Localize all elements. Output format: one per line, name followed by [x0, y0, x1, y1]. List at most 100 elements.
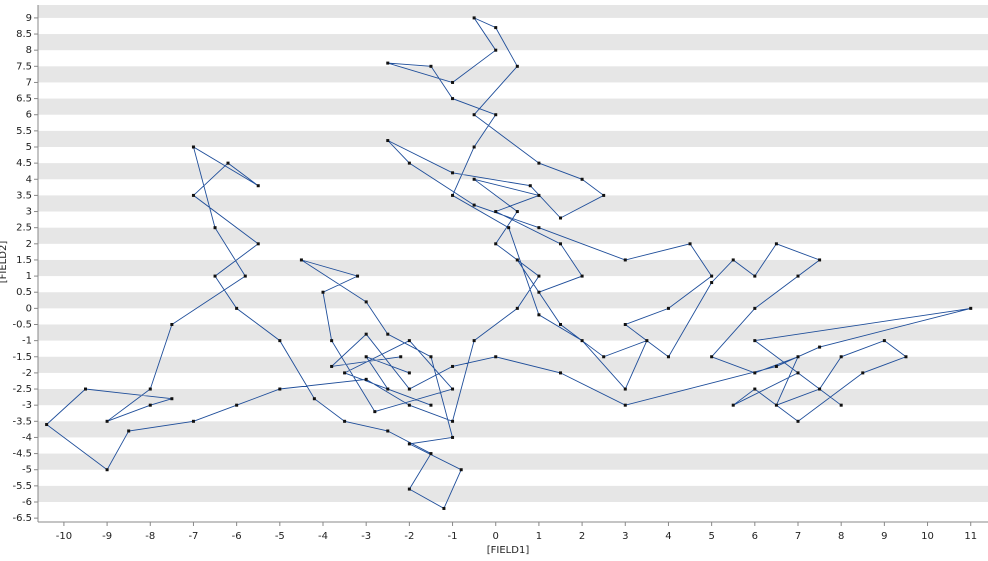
y-tick-label: -2: [22, 368, 32, 379]
data-point: [105, 419, 109, 423]
data-point: [580, 274, 584, 278]
data-point: [559, 242, 562, 246]
data-point: [399, 355, 403, 359]
data-point: [191, 145, 195, 149]
x-tick-label: 1: [536, 531, 542, 542]
y-tick-label: 7: [26, 77, 32, 88]
y-tick-label: 0: [26, 303, 32, 314]
data-point: [84, 387, 87, 391]
grid-band: [38, 34, 988, 51]
data-point: [796, 274, 800, 278]
grid-band: [38, 163, 988, 180]
data-point: [494, 26, 498, 30]
grid-band: [38, 259, 988, 277]
data-point: [235, 306, 239, 310]
data-point: [839, 355, 843, 359]
y-tick-label: 4: [26, 174, 32, 185]
y-tick-label: 2: [26, 239, 32, 250]
data-point: [442, 506, 446, 510]
data-point: [407, 387, 411, 391]
y-tick-label: 5.5: [16, 126, 32, 137]
x-tick-label: -8: [145, 531, 155, 542]
y-tick-label: -2.5: [12, 384, 32, 395]
data-point: [429, 64, 433, 68]
x-tick-label: 6: [752, 531, 758, 542]
data-point: [537, 193, 541, 197]
data-point: [364, 332, 368, 336]
y-axis-label: [FIELD2]: [0, 241, 9, 284]
data-point: [537, 161, 541, 165]
y-tick-label: -4.5: [12, 449, 32, 460]
data-point: [278, 339, 282, 343]
data-point: [256, 184, 260, 188]
data-point: [407, 442, 411, 446]
data-point: [330, 364, 334, 368]
data-point: [796, 371, 800, 375]
data-point: [407, 371, 411, 375]
data-point: [148, 403, 152, 407]
grid-band: [38, 66, 988, 83]
y-tick-label: 6: [26, 110, 32, 121]
data-point: [429, 452, 433, 456]
data-point: [494, 355, 498, 359]
x-tick-label: -6: [232, 531, 242, 542]
data-point: [226, 161, 230, 165]
data-point: [623, 387, 627, 391]
x-tick-label: 5: [708, 531, 714, 542]
x-tick-label: -2: [404, 531, 414, 542]
data-point: [213, 226, 217, 230]
data-point: [774, 403, 778, 407]
data-point: [343, 371, 347, 375]
data-point: [507, 226, 511, 230]
data-point: [451, 364, 455, 368]
y-tick-label: 7.5: [16, 61, 32, 72]
y-tick-label: 5: [26, 142, 32, 153]
data-point: [580, 177, 584, 181]
grid-band: [38, 292, 988, 309]
data-point: [407, 161, 411, 165]
data-point: [364, 377, 368, 381]
grid-band: [38, 421, 988, 438]
data-point: [666, 355, 670, 359]
data-point: [515, 306, 519, 310]
data-point: [213, 274, 217, 278]
data-point: [451, 419, 455, 423]
data-point: [299, 258, 303, 262]
grid-band: [38, 324, 988, 341]
y-tick-label: -4: [22, 432, 32, 443]
grid-band: [38, 227, 988, 244]
data-point: [580, 339, 584, 343]
data-point: [710, 355, 714, 359]
grid-band: [38, 356, 988, 373]
grid-band: [38, 130, 988, 147]
data-point: [494, 48, 498, 52]
data-point: [407, 487, 411, 491]
grid-band: [38, 453, 988, 470]
x-tick-label: 0: [493, 531, 499, 542]
data-point: [623, 258, 627, 262]
y-tick-label: 3.5: [16, 190, 32, 201]
data-point: [451, 435, 455, 439]
data-point: [127, 429, 131, 433]
data-point: [472, 203, 476, 207]
data-point: [364, 355, 368, 359]
data-point: [407, 403, 411, 407]
grid-band: [38, 195, 988, 212]
data-point: [688, 242, 692, 246]
y-tick-label: 6.5: [16, 94, 32, 105]
data-point: [537, 274, 541, 278]
data-point: [451, 80, 455, 84]
data-point: [472, 16, 476, 20]
data-point: [528, 184, 532, 188]
data-point: [882, 339, 886, 343]
data-point: [386, 387, 390, 391]
data-point: [753, 387, 757, 391]
data-point: [774, 242, 778, 246]
x-tick-label: -9: [102, 531, 112, 542]
y-tick-label: -1: [22, 336, 32, 347]
data-point: [861, 371, 865, 375]
data-point: [537, 290, 541, 294]
data-point: [235, 403, 239, 407]
data-point: [818, 387, 822, 391]
data-point: [494, 210, 498, 214]
